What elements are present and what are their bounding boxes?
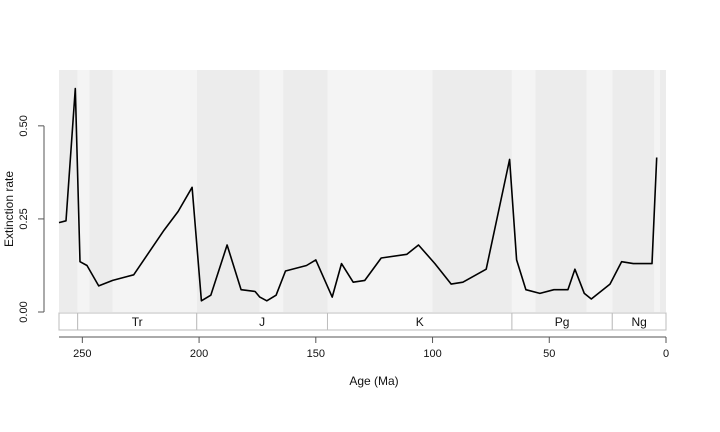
y-axis-title: Extinction rate — [2, 171, 16, 247]
stage-band — [77, 70, 90, 312]
x-tick-label: 150 — [307, 348, 325, 360]
x-tick-label: 100 — [423, 348, 441, 360]
period-label: K — [416, 315, 424, 329]
y-tick-label: 0.00 — [18, 301, 30, 322]
x-tick-label: 250 — [73, 348, 91, 360]
period-label: Ng — [631, 315, 646, 329]
x-axis: 250 200 150 100 50 0 — [59, 336, 669, 360]
series-line — [58, 87, 658, 302]
stage-band — [112, 70, 197, 312]
stage-band — [196, 70, 260, 312]
x-tick-label: 0 — [663, 348, 669, 360]
series-layer — [58, 87, 658, 302]
period-label: J — [259, 315, 265, 329]
period-strip: Tr J K Pg Ng — [58, 312, 667, 331]
x-axis-title: Age (Ma) — [349, 374, 398, 388]
period-label: Tr — [132, 315, 143, 329]
period-box — [58, 312, 79, 331]
stage-band — [259, 70, 284, 312]
stage-band — [511, 70, 536, 312]
x-tick-label: 200 — [190, 348, 208, 360]
stage-band — [612, 70, 655, 312]
stage-band — [535, 70, 587, 312]
period-label: Pg — [555, 315, 570, 329]
stage-band — [327, 70, 433, 312]
period-box — [611, 312, 667, 331]
x-tick-label: 50 — [543, 348, 555, 360]
y-tick-label: 0.50 — [18, 115, 30, 136]
stage-band — [89, 70, 113, 312]
y-tick-label: 0.25 — [18, 208, 30, 229]
stage-band — [659, 70, 666, 312]
stage-band — [283, 70, 328, 312]
y-axis: 0.00 0.25 0.50 — [18, 115, 45, 323]
stage-band — [586, 70, 613, 312]
stage-band — [654, 70, 660, 312]
stage-band — [432, 70, 512, 312]
stage-bands — [59, 70, 666, 312]
